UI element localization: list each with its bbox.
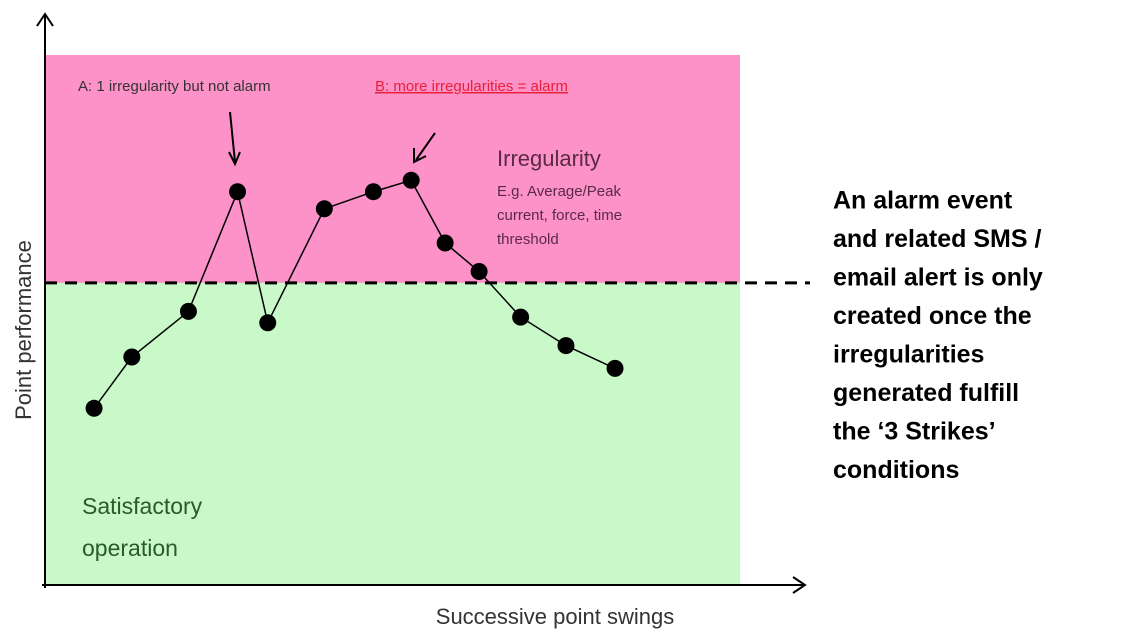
annotation-line: current, force, time — [497, 207, 622, 224]
annotation-a: A: 1 irregularity but not alarm — [78, 78, 271, 95]
data-point — [364, 183, 382, 201]
annotation-line: Satisfactory — [82, 493, 203, 519]
axes — [36, 12, 807, 594]
data-point — [402, 171, 420, 189]
annotation-line: threshold — [497, 231, 559, 248]
data-point — [179, 302, 197, 320]
data-point — [436, 234, 454, 252]
y-axis-arrow — [36, 12, 54, 27]
irregularity-label: Irregularity — [497, 146, 601, 171]
data-point — [470, 263, 488, 280]
data-point — [557, 337, 575, 355]
arrow-a-head — [228, 151, 241, 167]
data-point — [259, 314, 277, 332]
annotation-line: created once the — [833, 302, 1032, 330]
annotation-b: B: more irregularities = alarm — [375, 78, 568, 95]
annotation-line: E.g. Average/Peak — [497, 183, 621, 200]
irregularity-region — [45, 55, 740, 283]
annotation-line: operation — [82, 535, 178, 561]
data-point — [315, 200, 333, 218]
data-point — [606, 359, 624, 377]
data-point — [85, 399, 103, 417]
x-axis-arrow — [792, 576, 807, 594]
annotation-line: irregularities — [833, 341, 984, 369]
x-axis-label: Successive point swings — [436, 604, 674, 629]
annotation-line: the ‘3 Strikes’ — [833, 418, 996, 446]
data-point — [123, 348, 141, 366]
arrow-b — [415, 132, 436, 161]
annotation-line: and related SMS / — [833, 225, 1041, 253]
annotation-line: An alarm event — [833, 187, 1013, 215]
data-point — [512, 308, 530, 326]
annotation-line: email alert is only — [833, 264, 1043, 292]
annotation-line: generated fulfill — [833, 379, 1019, 407]
y-axis-label: Point performance — [11, 240, 36, 420]
arrow-b-head — [413, 148, 427, 164]
annotation-line: conditions — [833, 456, 959, 484]
data-point — [229, 183, 247, 201]
arrow-a — [229, 111, 236, 163]
